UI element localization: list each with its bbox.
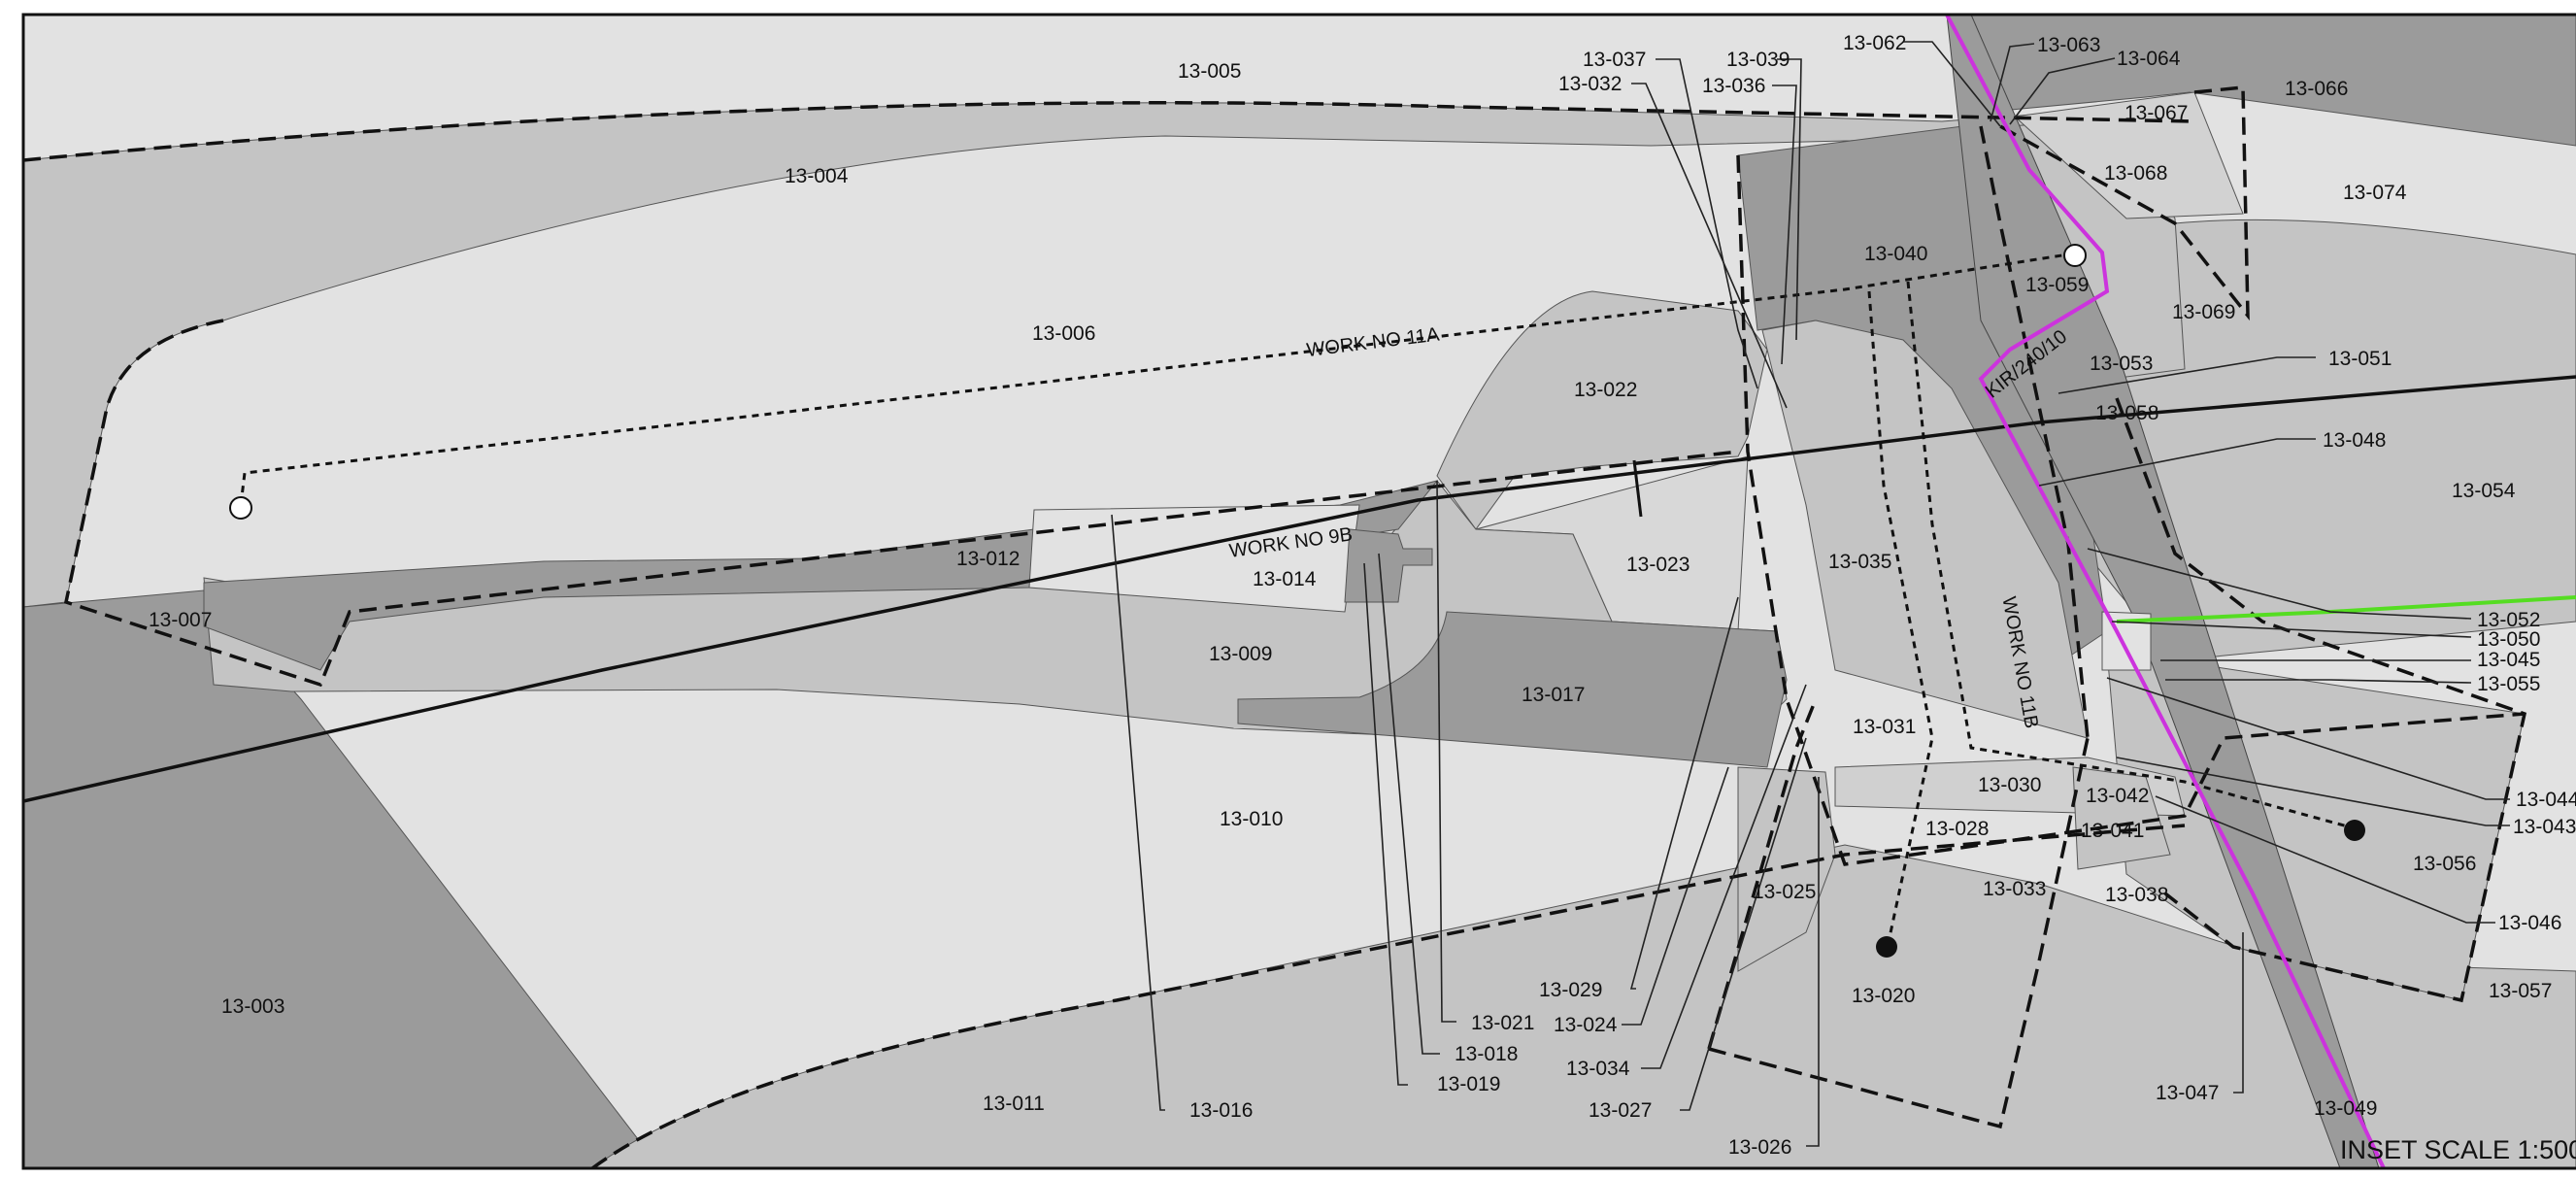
parcel-label: 13-066 [2285,78,2348,100]
map-frame [21,13,2576,1170]
parcel-label: 13-051 [2328,348,2392,370]
parcel-label: 13-052 [2477,609,2540,631]
parcel-area-054 [2077,219,2576,661]
map-area: WORK NO 11A WORK NO 9B WORK NO 11B KIR/2… [23,15,2576,1168]
parcel-label: 13-014 [1253,568,1317,590]
parcel-label: 13-016 [1189,1099,1253,1122]
parcel-label: 13-030 [1978,774,2041,796]
parcel-label: 13-023 [1626,554,1689,576]
parcel-label: 13-026 [1728,1136,1791,1159]
parcel-label: 13-007 [149,609,212,631]
solid-boundary-line [23,375,2576,803]
parcel-label: 13-067 [2124,102,2188,124]
parcel-label: 13-003 [221,995,284,1018]
parcel-label: 13-045 [2477,649,2540,671]
parcel-area-014-feature [1344,528,1433,603]
parcel-label: 13-005 [1178,60,1241,83]
parcel-label: 13-064 [2117,48,2181,70]
parcel-label: 13-031 [1853,716,1916,738]
parcel-area-025 [1737,766,1836,972]
parcel-label: 13-021 [1471,1012,1534,1034]
parcel-label: 13-035 [1828,551,1891,573]
parcel-label: 13-059 [2025,274,2089,296]
parcel-label: 13-025 [1753,881,1816,903]
parcel-label: 13-009 [1209,643,1272,665]
parcel-label: 13-017 [1522,684,1585,706]
parcel-label: 13-044 [2516,789,2576,811]
parcel-label: 13-037 [1583,49,1646,71]
parcel-label: 13-040 [1864,243,1927,265]
parcel-label: 13-034 [1566,1058,1630,1080]
parcel-label: 13-041 [2081,820,2144,842]
parcel-label: 13-039 [1726,49,1790,71]
parcel-label: 13-027 [1589,1099,1652,1122]
parcel-label: 13-049 [2314,1097,2377,1120]
parcel-area-035 [1761,320,2089,739]
hollow-circle-marker [229,496,252,520]
parcel-label: 13-012 [956,548,1020,570]
parcel-label: 13-050 [2477,628,2540,651]
parcel-label: 13-057 [2489,980,2552,1002]
parcel-area-068 [2013,91,2244,219]
leader-lines [1111,41,2510,1147]
parcel-area-022 [1436,290,1768,530]
parcel-labels: 13-003 13-004 13-005 13-006 13-007 13-00… [149,32,2576,1159]
parcel-label: 13-022 [1574,379,1637,401]
parcel-label: 13-069 [2172,301,2235,323]
parcel-label: 13-038 [2105,884,2168,906]
parcel-label: 13-042 [2086,785,2149,807]
scale-label: INSET SCALE 1:500 [2340,1135,2576,1164]
solid-circle-marker [2344,820,2365,841]
parcel-label: 13-032 [1558,73,1622,95]
parcel-label: 13-004 [785,165,849,187]
solid-circle-marker [1876,936,1897,958]
parcel-label: 13-068 [2104,162,2167,185]
parcel-label: 13-046 [2498,912,2561,934]
parcel-label: 13-010 [1220,808,1283,830]
parcel-label: 13-055 [2477,673,2540,695]
parcel-label: 13-058 [2095,402,2158,424]
parcel-label: 13-019 [1437,1073,1500,1095]
work-boundaries [23,85,2527,1168]
parcel-label: 13-006 [1032,322,1095,345]
magenta-route [1945,15,2386,1168]
parcel-area-003 [23,589,661,1168]
parcel-label: 13-047 [2156,1082,2219,1104]
parcel-label: 13-028 [1925,818,1989,840]
parcel-label: 13-024 [1554,1014,1618,1036]
parcel-label: 13-063 [2037,34,2100,56]
parcel-label: 13-074 [2343,182,2407,204]
parcel-label: 13-029 [1539,979,1602,1001]
parcel-label: 13-043 [2513,816,2576,838]
parcel-label: 13-036 [1702,75,1765,97]
tick-mark [1632,459,1643,518]
hollow-circle-marker [2063,244,2087,267]
parcel-label: 13-018 [1455,1043,1518,1065]
parcel-label: 13-020 [1852,985,1915,1007]
parcel-label: 13-056 [2413,853,2476,875]
parcel-label: 13-048 [2323,429,2386,452]
work-dotted-lines [239,252,2356,943]
parcel-label: 13-053 [2090,353,2153,375]
parcel-label: 13-033 [1983,878,2046,900]
parcel-label: 13-011 [983,1093,1045,1115]
parcel-label: 13-054 [2452,480,2516,502]
parcel-label: 13-062 [1843,32,1906,54]
railway-strip [1946,15,2380,1168]
